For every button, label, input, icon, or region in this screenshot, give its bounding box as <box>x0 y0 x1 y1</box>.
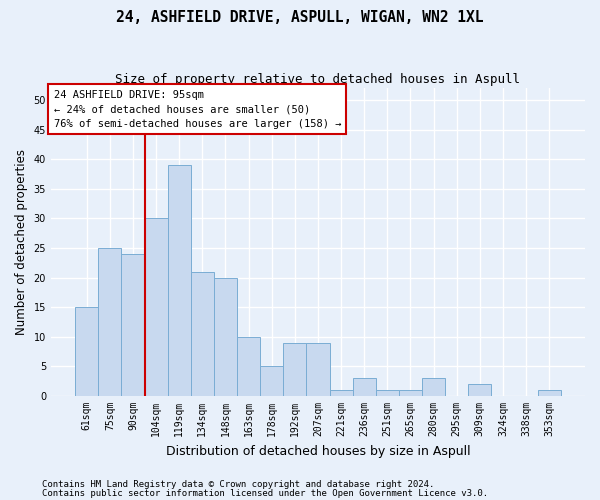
Text: Contains HM Land Registry data © Crown copyright and database right 2024.: Contains HM Land Registry data © Crown c… <box>42 480 434 489</box>
Bar <box>145 218 167 396</box>
X-axis label: Distribution of detached houses by size in Aspull: Distribution of detached houses by size … <box>166 444 470 458</box>
Bar <box>121 254 145 396</box>
Bar <box>260 366 283 396</box>
Bar <box>307 342 329 396</box>
Bar <box>167 165 191 396</box>
Bar <box>98 248 121 396</box>
Title: Size of property relative to detached houses in Aspull: Size of property relative to detached ho… <box>115 72 520 86</box>
Bar <box>75 307 98 396</box>
Bar <box>353 378 376 396</box>
Bar <box>399 390 422 396</box>
Bar <box>283 342 307 396</box>
Bar <box>237 337 260 396</box>
Bar <box>329 390 353 396</box>
Text: 24 ASHFIELD DRIVE: 95sqm
← 24% of detached houses are smaller (50)
76% of semi-d: 24 ASHFIELD DRIVE: 95sqm ← 24% of detach… <box>53 90 341 129</box>
Bar <box>214 278 237 396</box>
Bar <box>376 390 399 396</box>
Bar <box>191 272 214 396</box>
Bar <box>422 378 445 396</box>
Text: Contains public sector information licensed under the Open Government Licence v3: Contains public sector information licen… <box>42 488 488 498</box>
Y-axis label: Number of detached properties: Number of detached properties <box>15 149 28 335</box>
Text: 24, ASHFIELD DRIVE, ASPULL, WIGAN, WN2 1XL: 24, ASHFIELD DRIVE, ASPULL, WIGAN, WN2 1… <box>116 10 484 25</box>
Bar <box>468 384 491 396</box>
Bar <box>538 390 561 396</box>
